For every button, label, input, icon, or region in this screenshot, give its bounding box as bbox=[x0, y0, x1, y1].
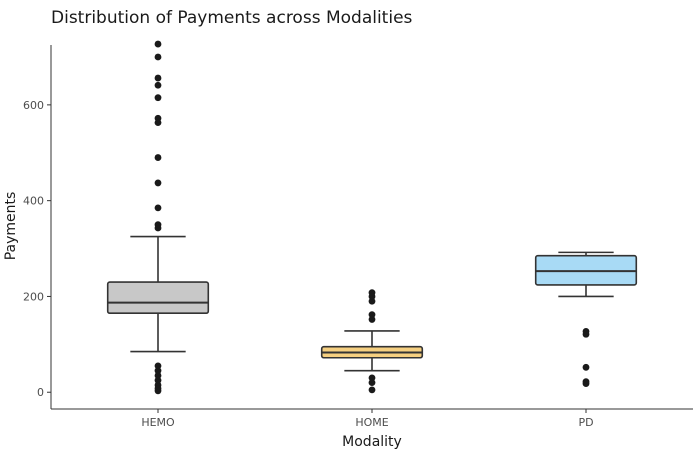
chart-title: Distribution of Payments across Modaliti… bbox=[51, 8, 413, 28]
x-tick-label-home: HOME bbox=[355, 416, 388, 429]
outlier-point-home-3 bbox=[368, 311, 376, 319]
outlier-point-hemo-13 bbox=[154, 367, 162, 375]
y-axis-title: Payments bbox=[3, 192, 19, 261]
box-group-hemo bbox=[106, 40, 210, 395]
box-group-pd bbox=[534, 251, 638, 388]
outlier-point-pd-4 bbox=[582, 380, 590, 388]
outlier-point-hemo-7 bbox=[154, 154, 162, 161]
outlier-point-home-4 bbox=[368, 316, 376, 323]
x-tick-label-pd: PD bbox=[578, 416, 593, 429]
outlier-point-hemo-4 bbox=[154, 94, 162, 102]
outlier-point-pd-1 bbox=[582, 330, 590, 338]
x-tick-label-hemo: HEMO bbox=[141, 416, 175, 429]
outlier-point-hemo-8 bbox=[154, 179, 162, 187]
outlier-point-hemo-11 bbox=[154, 224, 162, 232]
boxes-group bbox=[106, 40, 638, 395]
outlier-point-hemo-14 bbox=[154, 372, 162, 379]
outlier-point-home-6 bbox=[368, 379, 376, 387]
y-tick-label-400: 400 bbox=[23, 195, 44, 208]
outlier-point-home-1 bbox=[368, 293, 376, 300]
outlier-point-home-5 bbox=[368, 374, 376, 382]
outlier-point-hemo-2 bbox=[154, 74, 162, 82]
outlier-point-hemo-9 bbox=[154, 204, 162, 212]
x-axis-title: Modality bbox=[342, 434, 402, 450]
y-axis-ticks: 0 200 400 600 bbox=[23, 99, 51, 399]
box-hemo bbox=[106, 281, 210, 315]
outlier-point-hemo-18 bbox=[154, 387, 162, 395]
y-tick-label-0: 0 bbox=[37, 386, 44, 399]
outlier-point-hemo-6 bbox=[154, 119, 162, 126]
y-tick-label-600: 600 bbox=[23, 99, 44, 112]
outlier-point-hemo-3 bbox=[154, 81, 162, 89]
outlier-point-home-2 bbox=[368, 297, 376, 305]
y-tick-label-200: 200 bbox=[23, 290, 44, 303]
outlier-point-home-7 bbox=[368, 386, 376, 394]
x-axis-ticks: HEMO HOME PD bbox=[141, 409, 594, 429]
outlier-point-pd-2 bbox=[582, 363, 590, 371]
outlier-point-hemo-15 bbox=[154, 376, 162, 384]
outlier-point-hemo-0 bbox=[154, 40, 162, 48]
outlier-point-hemo-12 bbox=[154, 362, 162, 370]
box-group-home bbox=[320, 289, 424, 394]
outlier-point-hemo-1 bbox=[154, 53, 162, 61]
